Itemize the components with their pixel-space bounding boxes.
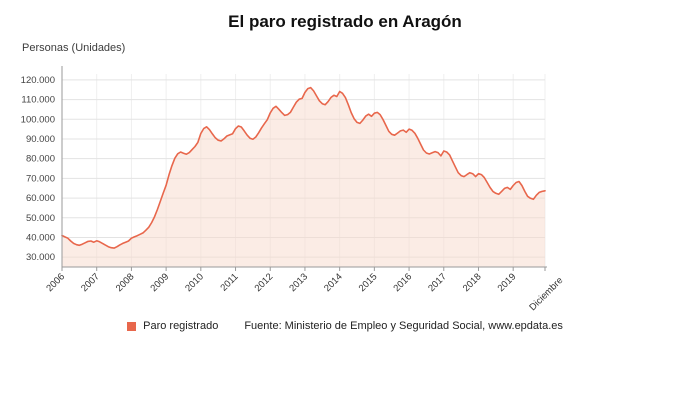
x-tick-label: 2018	[461, 271, 484, 294]
y-tick-label: 40.000	[26, 232, 55, 243]
line-chart: 30.000 40.000 50.000 60.000 70.000 80.000 90.0…	[21, 66, 565, 313]
area-fill	[62, 87, 545, 267]
x-tick-label: 2006	[44, 271, 67, 294]
y-tick-label: 90.000	[26, 134, 55, 145]
x-tick-label: 2010	[183, 271, 206, 294]
y-tick-label: 70.000	[26, 173, 55, 184]
legend: Paro registrado	[127, 320, 218, 332]
x-tick-label: 2012	[253, 271, 276, 294]
x-tick-label: 2008	[114, 271, 137, 294]
y-tick-label: 80.000	[26, 154, 55, 165]
source-text: Fuente: Ministerio de Empleo y Seguridad…	[244, 320, 563, 332]
chart-footer: Paro registrado Fuente: Ministerio de Em…	[0, 320, 690, 332]
y-axis-unit-label: Personas (Unidades)	[22, 42, 126, 54]
chart-title: El paro registrado en Aragón	[228, 12, 462, 31]
x-tick-label: 2014	[322, 271, 345, 294]
x-tick-label: 2011	[218, 271, 240, 293]
data-line	[61, 86, 546, 249]
y-tick-label: 50.000	[26, 213, 55, 224]
x-tick-label: 2016	[391, 271, 414, 294]
legend-label: Paro registrado	[143, 320, 219, 332]
x-tick-label: Diciembre	[527, 275, 565, 313]
y-tick-label: 120.000	[21, 75, 55, 86]
y-tick-label: 30.000	[26, 252, 55, 263]
x-tick-label: 2015	[357, 271, 380, 294]
x-tick-label: 2019	[496, 271, 519, 294]
y-tick-label: 110.000	[21, 95, 55, 106]
x-tick-label: 2007	[79, 271, 102, 294]
x-tick-label: 2013	[287, 271, 310, 294]
y-tick-label: 60.000	[26, 193, 55, 204]
x-tick-label: 2009	[149, 271, 172, 294]
legend-swatch	[127, 321, 137, 331]
y-tick-label: 100.000	[21, 114, 55, 125]
x-tick-label: 2017	[426, 271, 449, 294]
